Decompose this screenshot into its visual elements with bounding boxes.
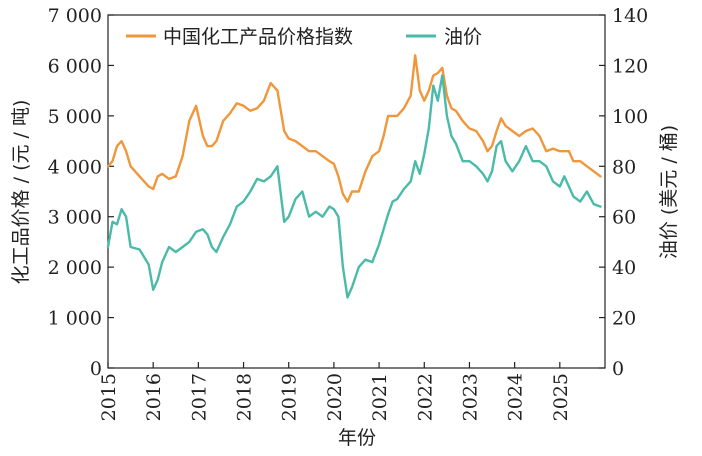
right-tick-label: 80 [612,156,636,178]
left-tick-label: 0 [90,358,102,380]
right-tick-label: 20 [612,308,636,330]
x-tick-label: 2018 [234,373,256,421]
left-tick-label: 4 000 [48,156,102,178]
series-line-oil-price [106,74,602,299]
x-tick-label: 2022 [414,373,436,421]
x-tick-label: 2025 [550,373,572,421]
left-axis: 0 1 000 2 000 3 000 4 000 5 000 6 000 7 000 [48,5,114,380]
x-tick-label: 2020 [324,373,346,421]
legend: 中国化工产品价格指数 油价 [126,26,482,48]
right-tick-label: 140 [612,5,648,27]
left-tick-label: 7 000 [48,5,102,27]
right-tick-label: 120 [612,55,648,77]
x-tick-label: 2023 [459,373,481,421]
right-tick-label: 40 [612,257,636,279]
series-layer [106,54,602,299]
legend-label-oil: 油价 [444,26,482,48]
left-tick-label: 6 000 [48,55,102,77]
x-axis-title: 年份 [338,427,376,449]
x-tick-label: 2019 [279,373,301,421]
x-axis: 2015 2016 2017 2018 2019 2020 2021 2022 2023 2024… [98,362,572,421]
y-axis-title-left: 化工品价格 / (元 / 吨) [10,100,32,285]
left-tick-label: 3 000 [48,207,102,229]
x-tick-label: 2016 [143,373,165,421]
right-tick-label: 100 [612,106,648,128]
series-line-chem-index [106,54,602,203]
legend-label-chem: 中国化工产品价格指数 [163,26,353,48]
x-tick-label: 2024 [505,373,527,421]
y-axis-title-right: 油价 (美元 / 桶) [658,125,680,259]
x-tick-label: 2015 [98,373,120,421]
left-tick-label: 5 000 [48,106,102,128]
left-tick-label: 2 000 [48,257,102,279]
x-tick-label: 2017 [188,373,210,421]
right-tick-label: 0 [612,358,624,380]
left-tick-label: 1 000 [48,308,102,330]
right-axis: 0 20 40 60 80 100 120 140 [599,5,648,380]
x-tick-label: 2021 [369,373,391,421]
right-tick-label: 60 [612,207,636,229]
plot-frame [107,14,606,369]
